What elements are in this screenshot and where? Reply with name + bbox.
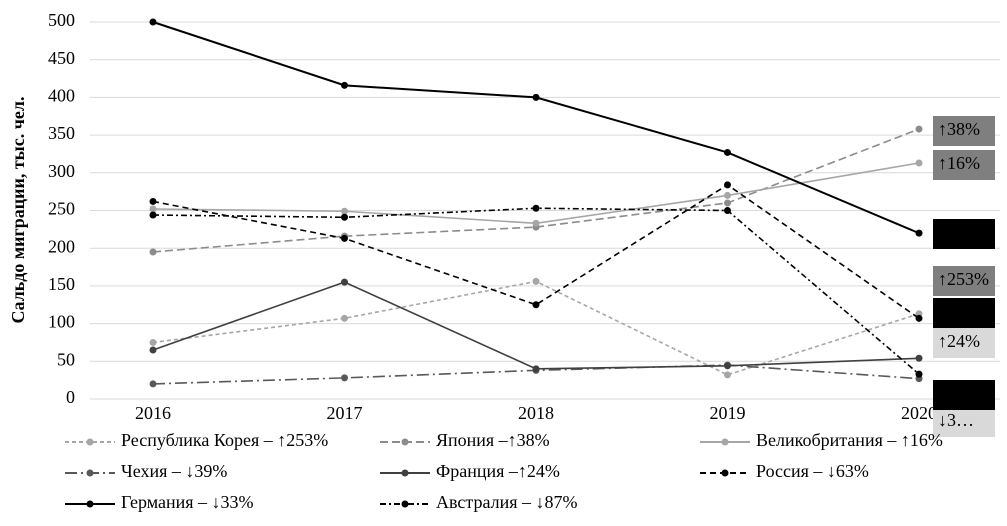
- point: [532, 93, 540, 101]
- y-tick-label: 350: [48, 123, 75, 143]
- y-tick-label: 0: [66, 387, 75, 407]
- y-tick-label: 150: [48, 274, 75, 294]
- point: [724, 362, 731, 370]
- end-label: ↑16%: [938, 153, 980, 173]
- point: [149, 197, 157, 205]
- x-tick-label: 2019: [710, 403, 746, 423]
- legend-label: Чехия – ↓39%: [121, 461, 227, 481]
- legend-label: Япония –↑38%: [436, 430, 550, 450]
- y-tick-label: 300: [48, 161, 75, 181]
- legend-label: Великобритания – ↑16%: [756, 430, 943, 450]
- end-label: ↑24%: [938, 331, 980, 351]
- point: [532, 365, 540, 373]
- y-tick-label: 50: [57, 349, 75, 369]
- end-label: ↓33%: [938, 222, 980, 242]
- point: [724, 191, 731, 199]
- point: [532, 204, 540, 212]
- y-tick-label: 500: [48, 10, 75, 30]
- label-box: [933, 328, 995, 358]
- point: [532, 277, 540, 285]
- y-tick-label: 100: [48, 312, 75, 332]
- legend-label: Франция –↑24%: [436, 461, 560, 481]
- point: [532, 219, 540, 227]
- point: [149, 211, 157, 219]
- point: [915, 159, 923, 167]
- legend-marker: [401, 469, 409, 477]
- y-axis-label: Сальдо миграции, тыс. чел.: [8, 97, 28, 324]
- label-box: [933, 266, 995, 296]
- point: [724, 207, 731, 214]
- point: [149, 338, 157, 346]
- point: [532, 301, 540, 309]
- legend-marker: [401, 438, 409, 446]
- series-line: [152, 21, 920, 235]
- x-tick-label: 2020: [901, 403, 937, 423]
- point: [149, 205, 157, 213]
- point: [341, 207, 348, 215]
- x-tick-label: 2018: [518, 403, 554, 423]
- point: [724, 181, 731, 189]
- point: [724, 199, 731, 207]
- point: [149, 346, 157, 354]
- legend-label: Германия – ↓33%: [121, 492, 254, 512]
- label-box: [933, 116, 995, 146]
- point: [149, 380, 157, 388]
- point: [915, 370, 923, 378]
- x-tick-label: 2016: [135, 403, 171, 423]
- point: [341, 234, 348, 242]
- y-tick-label: 450: [48, 48, 75, 68]
- point: [915, 229, 923, 237]
- legend-label: Республика Корея – ↑253%: [121, 430, 328, 450]
- point: [915, 125, 923, 133]
- legend-marker: [86, 500, 94, 508]
- label-box: [933, 407, 995, 437]
- end-label: ↑38%: [938, 119, 980, 139]
- legend-marker: [721, 438, 729, 446]
- point: [341, 374, 348, 382]
- point: [915, 354, 923, 362]
- y-tick-label: 400: [48, 86, 75, 106]
- label-box: [933, 380, 995, 410]
- series-line: [152, 128, 920, 253]
- point: [724, 371, 731, 379]
- legend-marker: [401, 500, 409, 508]
- point: [341, 278, 348, 286]
- end-label: ↓3…: [938, 410, 974, 430]
- point: [724, 148, 731, 156]
- x-tick-label: 2017: [327, 403, 363, 423]
- series-line: [152, 162, 920, 225]
- point: [149, 248, 157, 256]
- label-box: [933, 219, 995, 249]
- legend-marker: [721, 469, 729, 477]
- point: [915, 314, 923, 322]
- series-line: [152, 207, 920, 375]
- legend-marker: [86, 438, 94, 446]
- point: [341, 213, 348, 221]
- label-box: [933, 298, 995, 328]
- label-box: [933, 150, 995, 180]
- point: [149, 18, 157, 26]
- series-line: [152, 183, 920, 319]
- legend-label: Россия – ↓63%: [756, 461, 869, 481]
- series-line: [152, 281, 920, 370]
- y-tick-label: 200: [48, 236, 75, 256]
- end-label: ↑253%: [938, 269, 989, 289]
- y-tick-label: 250: [48, 199, 75, 219]
- point: [341, 314, 348, 322]
- point: [341, 81, 348, 89]
- legend-label: Австралия – ↓87%: [436, 492, 578, 512]
- legend-marker: [86, 469, 94, 477]
